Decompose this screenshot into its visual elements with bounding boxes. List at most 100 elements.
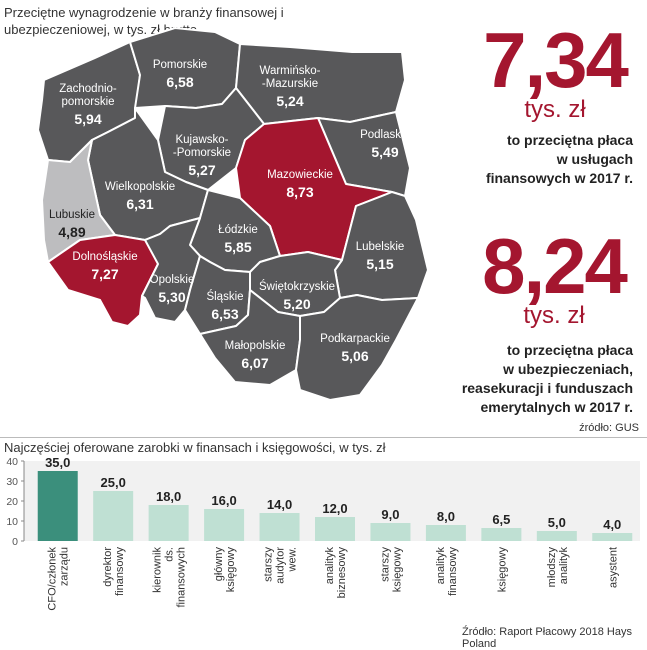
region-label: Podkarpackie	[320, 333, 390, 345]
region-value: 8,73	[286, 184, 313, 200]
bar-value-label: 14,0	[267, 497, 292, 512]
x-tick-label: CFO/członek zarządu	[47, 547, 71, 611]
region-label: Małopolskie	[225, 340, 286, 352]
y-tick-label: 10	[6, 516, 18, 528]
bar	[37, 471, 78, 541]
bar-value-label: 35,0	[45, 455, 70, 470]
region-label: Wielkopolskie	[105, 181, 175, 193]
region-value: 7,27	[91, 266, 118, 282]
x-tick-label-line: asystent	[607, 547, 619, 588]
x-tick-label: księgowy	[496, 547, 508, 593]
x-tick-label: główny księgowy	[213, 547, 237, 593]
region-value: 6,58	[166, 74, 193, 90]
region-label: Mazowieckie	[267, 169, 333, 181]
x-tick-label-line: CFO/członek	[47, 547, 59, 611]
y-tick-label: 40	[6, 456, 18, 468]
x-tick-label-line: kierownik	[152, 547, 164, 593]
x-tick-label: asystent	[607, 547, 619, 588]
stat1-unit: tys. zł	[524, 96, 586, 123]
region-value: 5,49	[371, 144, 398, 160]
bar-chart: 0 10 20 30 40 35,0 CFO/członek zarządu 25,0 dyrek…	[6, 455, 640, 611]
x-tick-label-line: ds.	[164, 547, 176, 562]
x-tick-label-line: analityk	[435, 547, 447, 585]
region-value: 5,20	[283, 296, 310, 312]
x-tick-label: dyrektor finansowy	[102, 547, 126, 596]
stat1-description: to przeciętna płaca w usługach finansowy…	[430, 131, 633, 188]
bar-value-label: 4,0	[603, 517, 621, 532]
x-tick-label-line: analityk	[324, 547, 336, 585]
bar	[204, 509, 245, 541]
x-tick-label-line: księgowy	[391, 547, 403, 593]
region-value: 5,06	[341, 348, 368, 364]
bar-chart-source: Źródło: Raport Płacowy 2018 Hays Poland	[462, 626, 632, 650]
x-tick-label-line: młodszy	[546, 547, 558, 588]
x-tick-label-line: finansowy	[114, 547, 126, 596]
bar	[592, 533, 633, 541]
region-value: 4,89	[58, 224, 85, 240]
y-tick-label: 0	[12, 536, 18, 548]
region-label: -Pomorskie	[173, 147, 231, 159]
stat2-unit: tys. zł	[523, 302, 585, 329]
region-label: Podlaskie	[360, 129, 410, 141]
section-divider	[0, 437, 647, 438]
region-value: 5,24	[276, 93, 303, 109]
bar	[93, 491, 134, 541]
y-tick-label: 20	[6, 496, 18, 508]
bar-value-label: 9,0	[381, 507, 399, 522]
x-tick-label-line: księgowy	[496, 547, 508, 593]
region-value: 5,30	[158, 289, 185, 305]
bar	[259, 513, 300, 541]
region-value: 6,07	[241, 355, 268, 371]
region-value: 5,85	[224, 239, 251, 255]
x-tick-label-line: starszy	[379, 547, 391, 582]
region-value: 5,27	[188, 162, 215, 178]
x-tick-label: analityk finansowy	[435, 547, 459, 596]
region-podkarpackie	[295, 294, 419, 401]
region-label: pomorskie	[61, 96, 114, 108]
region-label: Śląskie	[206, 290, 243, 303]
bar-value-label: 6,5	[492, 512, 510, 527]
bar	[370, 523, 411, 541]
region-label: Łódzkie	[218, 224, 258, 236]
x-tick-label-line: biznesowy	[336, 547, 348, 599]
x-tick-label-line: wew.	[287, 547, 299, 572]
x-tick-label: młodszy analityk	[546, 547, 570, 588]
stat1-value: 7,34	[483, 16, 629, 104]
stat1-desc-line: w usługach	[556, 151, 633, 167]
x-tick-label-line: główny	[213, 547, 225, 582]
stat2-desc-line: reasekuracji i funduszach	[461, 380, 633, 396]
bar-chart-title: Najczęściej oferowane zarobki w finansac…	[4, 440, 386, 455]
bar	[536, 531, 577, 541]
region-label: Warmińsko-	[260, 65, 321, 77]
x-tick-label: starszy audytor wew.	[263, 547, 299, 584]
map-title: Przeciętne wynagrodzenie w branży finans…	[4, 5, 284, 37]
stat2-desc-line: to przeciętna płaca	[506, 342, 633, 358]
region-label: Kujawsko-	[175, 134, 228, 146]
bar	[315, 517, 355, 541]
stat2-description: to przeciętna płaca w ubezpieczeniach, r…	[400, 341, 633, 417]
region-label: Opolskie	[150, 274, 195, 286]
x-tick-label: analityk biznesowy	[324, 547, 348, 599]
region-label: Pomorskie	[153, 59, 207, 71]
bar-value-label: 16,0	[211, 493, 236, 508]
x-tick-label-line: księgowy	[225, 547, 237, 593]
stat1-desc-line: finansowych w 2017 r.	[485, 170, 633, 186]
map-source: źródło: GUS	[579, 422, 639, 434]
y-tick-label: 30	[6, 476, 18, 488]
stat2-desc-line: emerytalnych w 2017 r.	[480, 399, 633, 415]
region-label: Lubuskie	[49, 209, 95, 221]
bar	[148, 505, 189, 541]
region-label: -Mazurskie	[262, 78, 318, 90]
region-value: 6,31	[126, 196, 153, 212]
bar-value-label: 5,0	[548, 515, 566, 530]
region-label: Dolnośląskie	[72, 251, 137, 263]
bar	[425, 525, 466, 541]
x-tick-label-line: zarządu	[59, 547, 71, 586]
region-value: 5,94	[74, 111, 101, 127]
bar-value-label: 25,0	[101, 475, 126, 490]
poland-map: Zachodnio-pomorskie 5,94 Pomorskie 6,58 Warm…	[37, 27, 429, 401]
region-value: 5,15	[366, 256, 393, 272]
x-tick-label: kierownik ds. finansowych	[152, 547, 188, 608]
x-tick-label-line: starszy	[263, 547, 275, 582]
region-label: Świętokrzyskie	[259, 280, 335, 293]
